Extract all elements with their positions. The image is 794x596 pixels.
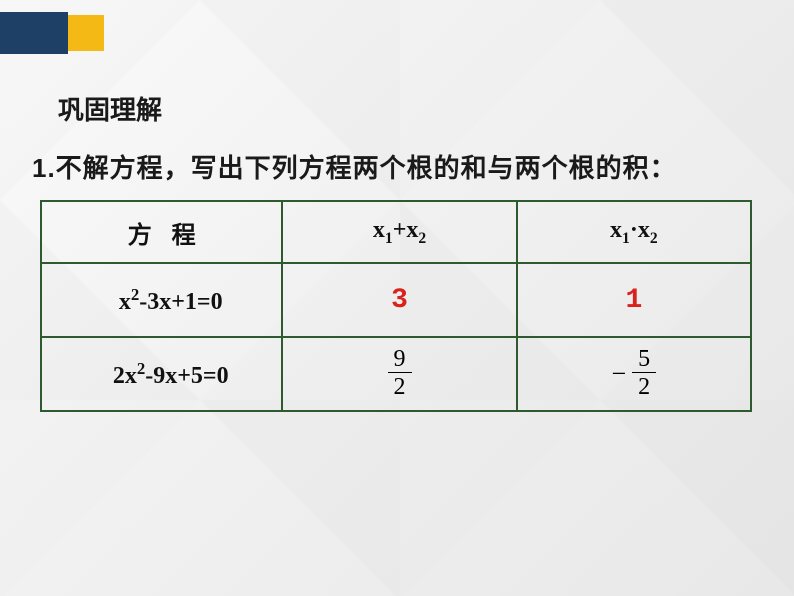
- hdr-sum-sub1: 1: [385, 229, 393, 246]
- sum2-cell: 9 2: [282, 337, 516, 411]
- eq1-cell: x2-3x+1=0: [41, 263, 282, 337]
- prod1-value: 1: [625, 285, 642, 316]
- header-sum: x1+x2: [282, 201, 516, 263]
- hdr-sum-plus: +x: [393, 217, 419, 243]
- problem-statement: 1.不解方程，写出下列方程两个根的和与两个根的积：: [32, 148, 677, 185]
- hdr-prod-x1: x: [610, 217, 622, 243]
- corner-decor: [0, 12, 104, 54]
- sum2-den: 2: [388, 373, 412, 402]
- prod2-den: 2: [632, 373, 656, 402]
- sum2-fraction: 9 2: [388, 346, 412, 402]
- table-row: x2-3x+1=0 3 1: [41, 263, 751, 337]
- sum1-value: 3: [391, 285, 408, 316]
- eq2-a: 2x: [113, 363, 137, 389]
- eq1-b: -3x+1=0: [139, 289, 222, 315]
- prod2-value: − 5 2: [612, 346, 657, 402]
- header-product: x1·x2: [517, 201, 751, 263]
- prod2-minus: −: [612, 359, 627, 389]
- hdr-prod-dot: ·x: [630, 217, 650, 243]
- roots-table: 方程 x1+x2 x1·x2 x2-3x+1=0 3 1 2x2-9x+5=0 …: [40, 200, 752, 412]
- eq2-cell: 2x2-9x+5=0: [41, 337, 282, 411]
- table-row: 2x2-9x+5=0 9 2 − 5 2: [41, 337, 751, 411]
- navy-block: [0, 12, 68, 54]
- prod2-fraction: 5 2: [632, 346, 656, 402]
- gold-block: [68, 15, 104, 51]
- header-equation: 方程: [41, 201, 282, 263]
- eq2-b: -9x+5=0: [145, 363, 228, 389]
- hdr-sum-x1: x: [373, 217, 385, 243]
- table-header-row: 方程 x1+x2 x1·x2: [41, 201, 751, 263]
- prod1-cell: 1: [517, 263, 751, 337]
- eq1-sup: 2: [131, 285, 139, 304]
- hdr-sum-sub2: 2: [418, 229, 426, 246]
- eq1-a: x: [119, 289, 131, 315]
- eq2-sup: 2: [137, 359, 145, 378]
- hdr-prod-sub1: 1: [622, 229, 630, 246]
- prod2-num: 5: [632, 346, 656, 373]
- sum1-cell: 3: [282, 263, 516, 337]
- prod2-cell: − 5 2: [517, 337, 751, 411]
- section-title: 巩固理解: [58, 90, 162, 127]
- sum2-num: 9: [388, 346, 412, 373]
- hdr-prod-sub2: 2: [650, 229, 658, 246]
